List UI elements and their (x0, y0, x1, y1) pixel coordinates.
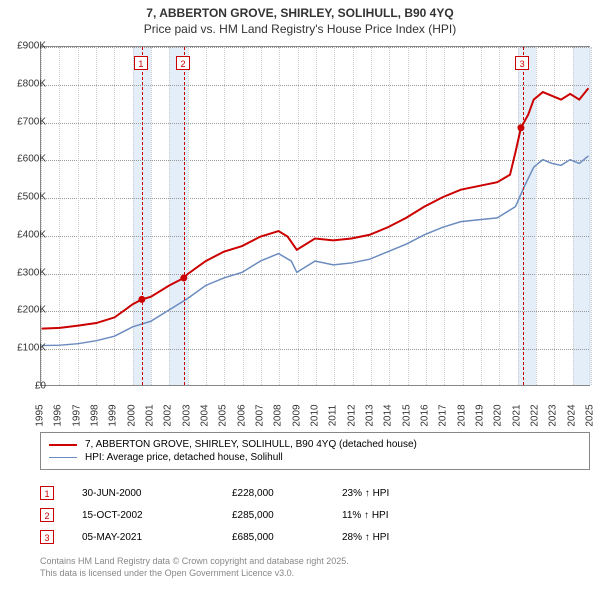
marker-row: 3 05-MAY-2021 £685,000 28% ↑ HPI (40, 526, 442, 548)
x-axis-label: 2003 (181, 401, 192, 431)
x-axis-label: 2004 (200, 401, 211, 431)
x-axis-label: 2011 (328, 401, 339, 431)
footer-line-2: This data is licensed under the Open Gov… (40, 568, 349, 580)
title-line-2: Price paid vs. HM Land Registry's House … (0, 22, 600, 36)
marker-number: 1 (40, 486, 54, 500)
y-axis-label: £200K (6, 305, 46, 316)
x-axis-label: 2020 (493, 401, 504, 431)
x-axis-label: 1998 (90, 401, 101, 431)
marker-row: 2 15-OCT-2002 £285,000 11% ↑ HPI (40, 504, 442, 526)
x-axis-label: 2001 (145, 401, 156, 431)
legend-box: 7, ABBERTON GROVE, SHIRLEY, SOLIHULL, B9… (40, 432, 590, 470)
x-axis-label: 2000 (126, 401, 137, 431)
x-axis-label: 1999 (108, 401, 119, 431)
y-axis-label: £500K (6, 192, 46, 203)
chart-lines-svg (41, 47, 589, 385)
x-axis-label: 2008 (273, 401, 284, 431)
marker-number: 2 (40, 508, 54, 522)
marker-date: 05-MAY-2021 (82, 532, 232, 543)
marker-number: 3 (40, 530, 54, 544)
x-axis-label: 2015 (401, 401, 412, 431)
legend-swatch (49, 457, 77, 458)
legend-swatch (49, 444, 77, 446)
x-axis-label: 2024 (566, 401, 577, 431)
x-axis-label: 2013 (365, 401, 376, 431)
x-axis-label: 2010 (310, 401, 321, 431)
x-axis-label: 2014 (383, 401, 394, 431)
x-axis-label: 2021 (511, 401, 522, 431)
footer-line-1: Contains HM Land Registry data © Crown c… (40, 556, 349, 568)
legend-label: 7, ABBERTON GROVE, SHIRLEY, SOLIHULL, B9… (85, 439, 417, 450)
x-axis-label: 2019 (475, 401, 486, 431)
x-axis-label: 1997 (71, 401, 82, 431)
legend-item: 7, ABBERTON GROVE, SHIRLEY, SOLIHULL, B9… (49, 439, 581, 450)
legend-label: HPI: Average price, detached house, Soli… (85, 452, 283, 463)
marker-table: 1 30-JUN-2000 £228,000 23% ↑ HPI 2 15-OC… (40, 482, 442, 548)
x-axis-label: 2023 (548, 401, 559, 431)
chart-plot-area (40, 46, 590, 386)
x-axis-label: 1996 (53, 401, 64, 431)
x-axis-label: 2017 (438, 401, 449, 431)
marker-price: £685,000 (232, 532, 342, 543)
marker-label-box: 1 (134, 56, 148, 70)
y-axis-label: £800K (6, 78, 46, 89)
marker-row: 1 30-JUN-2000 £228,000 23% ↑ HPI (40, 482, 442, 504)
x-axis-label: 2018 (456, 401, 467, 431)
x-axis-label: 2006 (236, 401, 247, 431)
title-line-1: 7, ABBERTON GROVE, SHIRLEY, SOLIHULL, B9… (0, 6, 600, 20)
x-axis-label: 2009 (291, 401, 302, 431)
x-axis-label: 2016 (420, 401, 431, 431)
marker-price: £285,000 (232, 510, 342, 521)
marker-hpi: 28% ↑ HPI (342, 532, 442, 543)
y-axis-label: £0 (6, 381, 46, 392)
y-axis-label: £300K (6, 267, 46, 278)
x-axis-label: 2022 (530, 401, 541, 431)
x-axis-label: 2002 (163, 401, 174, 431)
marker-date: 15-OCT-2002 (82, 510, 232, 521)
y-axis-label: £900K (6, 41, 46, 52)
marker-date: 30-JUN-2000 (82, 488, 232, 499)
y-axis-label: £700K (6, 116, 46, 127)
x-axis-label: 1995 (35, 401, 46, 431)
x-axis-label: 2005 (218, 401, 229, 431)
chart-title-block: 7, ABBERTON GROVE, SHIRLEY, SOLIHULL, B9… (0, 0, 600, 38)
marker-price: £228,000 (232, 488, 342, 499)
x-axis-label: 2007 (255, 401, 266, 431)
marker-hpi: 11% ↑ HPI (342, 510, 442, 521)
legend-item: HPI: Average price, detached house, Soli… (49, 452, 581, 463)
marker-label-box: 2 (176, 56, 190, 70)
x-axis-label: 2012 (346, 401, 357, 431)
y-axis-label: £100K (6, 343, 46, 354)
marker-label-box: 3 (515, 56, 529, 70)
footer-attribution: Contains HM Land Registry data © Crown c… (40, 556, 349, 579)
marker-hpi: 23% ↑ HPI (342, 488, 442, 499)
y-axis-label: £600K (6, 154, 46, 165)
y-axis-label: £400K (6, 229, 46, 240)
x-axis-label: 2025 (585, 401, 596, 431)
